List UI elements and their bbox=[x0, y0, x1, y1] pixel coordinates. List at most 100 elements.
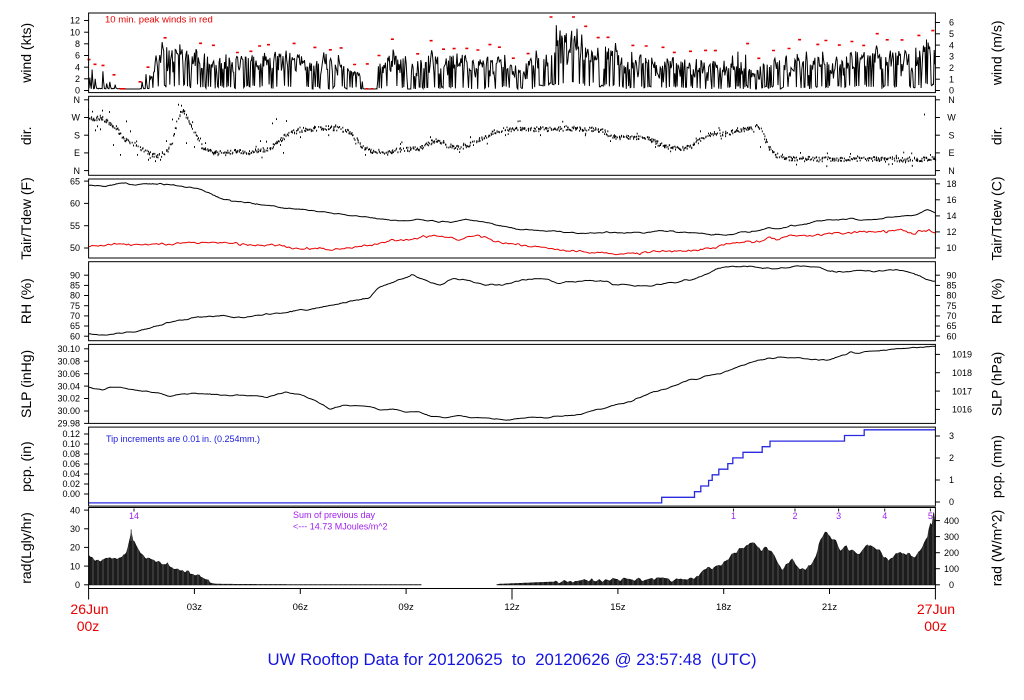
svg-text:0.10: 0.10 bbox=[62, 439, 80, 449]
svg-text:0.12: 0.12 bbox=[62, 429, 80, 439]
svg-text:30.06: 30.06 bbox=[57, 369, 80, 379]
svg-text:wind (m/s): wind (m/s) bbox=[989, 21, 1005, 87]
svg-text:2: 2 bbox=[949, 453, 954, 463]
svg-text:06z: 06z bbox=[293, 602, 309, 613]
svg-text:00z: 00z bbox=[924, 618, 947, 634]
svg-text:3: 3 bbox=[836, 511, 841, 521]
svg-text:27Jun: 27Jun bbox=[917, 601, 955, 617]
svg-text:2: 2 bbox=[792, 511, 797, 521]
svg-text:5: 5 bbox=[928, 511, 933, 521]
svg-text:60: 60 bbox=[70, 331, 80, 341]
svg-text:75: 75 bbox=[70, 301, 80, 311]
svg-text:18: 18 bbox=[946, 179, 956, 189]
svg-text:4: 4 bbox=[75, 62, 80, 72]
svg-text:0: 0 bbox=[75, 580, 80, 590]
svg-text:12: 12 bbox=[70, 16, 80, 26]
svg-text:70: 70 bbox=[70, 311, 80, 321]
svg-text:dir.: dir. bbox=[989, 126, 1005, 145]
svg-text:wind (kts): wind (kts) bbox=[18, 23, 34, 84]
svg-text:65: 65 bbox=[70, 176, 80, 186]
svg-text:100: 100 bbox=[944, 564, 959, 574]
svg-text:S: S bbox=[948, 130, 954, 140]
svg-text:0: 0 bbox=[949, 580, 954, 590]
svg-text:<--- 14.73 MJoules/m^2: <--- 14.73 MJoules/m^2 bbox=[293, 522, 388, 532]
svg-text:0: 0 bbox=[75, 86, 80, 96]
svg-text:0.04: 0.04 bbox=[62, 469, 80, 479]
svg-text:0: 0 bbox=[949, 497, 954, 507]
svg-text:Sum of previous day: Sum of previous day bbox=[293, 510, 376, 520]
svg-text:6: 6 bbox=[949, 18, 954, 28]
svg-text:10: 10 bbox=[70, 561, 80, 571]
svg-text:1018: 1018 bbox=[952, 368, 972, 378]
svg-text:Tair/Tdew (C): Tair/Tdew (C) bbox=[989, 176, 1005, 260]
svg-text:2: 2 bbox=[949, 63, 954, 73]
svg-text:SLP (hPa): SLP (hPa) bbox=[989, 352, 1005, 416]
svg-text:40: 40 bbox=[70, 505, 80, 515]
svg-text:30.10: 30.10 bbox=[57, 344, 80, 354]
svg-text:15z: 15z bbox=[610, 602, 626, 613]
svg-text:S: S bbox=[74, 130, 80, 140]
svg-text:4: 4 bbox=[882, 511, 887, 521]
svg-text:1016: 1016 bbox=[952, 405, 972, 415]
svg-text:SLP (inHg): SLP (inHg) bbox=[18, 350, 34, 418]
svg-text:0.02: 0.02 bbox=[62, 479, 80, 489]
svg-text:rad(Lgly/hr): rad(Lgly/hr) bbox=[18, 512, 34, 584]
svg-text:12: 12 bbox=[946, 227, 956, 237]
svg-text:30.00: 30.00 bbox=[57, 406, 80, 416]
svg-text:21z: 21z bbox=[822, 602, 838, 613]
svg-text:8: 8 bbox=[75, 39, 80, 49]
svg-text:UW Rooftop Data for 20120625: UW Rooftop Data for 20120625 to 20120626… bbox=[267, 650, 756, 669]
svg-text:E: E bbox=[74, 148, 80, 158]
svg-text:200: 200 bbox=[944, 548, 959, 558]
svg-text:14: 14 bbox=[129, 511, 139, 521]
svg-text:26Jun: 26Jun bbox=[70, 601, 108, 617]
svg-text:N: N bbox=[74, 166, 81, 176]
svg-text:30.04: 30.04 bbox=[57, 381, 80, 391]
svg-text:1019: 1019 bbox=[952, 350, 972, 360]
svg-text:29.98: 29.98 bbox=[57, 419, 80, 429]
svg-text:300: 300 bbox=[944, 532, 959, 542]
svg-text:rad (W/m^2): rad (W/m^2) bbox=[989, 510, 1005, 587]
svg-text:30: 30 bbox=[70, 524, 80, 534]
svg-text:1: 1 bbox=[949, 475, 954, 485]
svg-text:N: N bbox=[948, 95, 955, 105]
svg-text:0.08: 0.08 bbox=[62, 449, 80, 459]
svg-text:RH (%): RH (%) bbox=[989, 278, 1005, 324]
svg-text:10 min. peak winds in red: 10 min. peak winds in red bbox=[105, 15, 213, 26]
svg-text:Tair/Tdew (F): Tair/Tdew (F) bbox=[18, 177, 34, 259]
svg-text:20: 20 bbox=[70, 543, 80, 553]
svg-text:16: 16 bbox=[946, 195, 956, 205]
svg-text:85: 85 bbox=[946, 281, 956, 291]
svg-text:pcp. (in): pcp. (in) bbox=[18, 441, 34, 492]
svg-text:75: 75 bbox=[946, 301, 956, 311]
svg-text:4: 4 bbox=[949, 40, 954, 50]
svg-text:50: 50 bbox=[70, 243, 80, 253]
svg-text:0.00: 0.00 bbox=[62, 489, 80, 499]
svg-text:00z: 00z bbox=[77, 618, 100, 634]
svg-text:14: 14 bbox=[946, 211, 956, 221]
svg-text:1: 1 bbox=[949, 74, 954, 84]
svg-text:65: 65 bbox=[946, 321, 956, 331]
svg-text:3: 3 bbox=[949, 431, 954, 441]
svg-text:90: 90 bbox=[946, 270, 956, 280]
svg-text:E: E bbox=[948, 148, 954, 158]
svg-text:2: 2 bbox=[75, 74, 80, 84]
svg-text:400: 400 bbox=[944, 516, 959, 526]
svg-text:6: 6 bbox=[75, 51, 80, 61]
svg-text:60: 60 bbox=[70, 199, 80, 209]
svg-text:W: W bbox=[947, 113, 956, 123]
svg-text:pcp. (mm): pcp. (mm) bbox=[989, 435, 1005, 498]
svg-text:90: 90 bbox=[70, 270, 80, 280]
svg-text:10: 10 bbox=[70, 27, 80, 37]
svg-text:30.08: 30.08 bbox=[57, 356, 80, 366]
svg-text:5: 5 bbox=[949, 29, 954, 39]
svg-text:85: 85 bbox=[70, 281, 80, 291]
svg-text:55: 55 bbox=[70, 221, 80, 231]
svg-text:12z: 12z bbox=[504, 602, 520, 613]
svg-text:1: 1 bbox=[731, 511, 736, 521]
svg-text:70: 70 bbox=[946, 311, 956, 321]
svg-text:18z: 18z bbox=[716, 602, 732, 613]
svg-text:65: 65 bbox=[70, 321, 80, 331]
svg-text:60: 60 bbox=[946, 331, 956, 341]
svg-text:0.06: 0.06 bbox=[62, 459, 80, 469]
